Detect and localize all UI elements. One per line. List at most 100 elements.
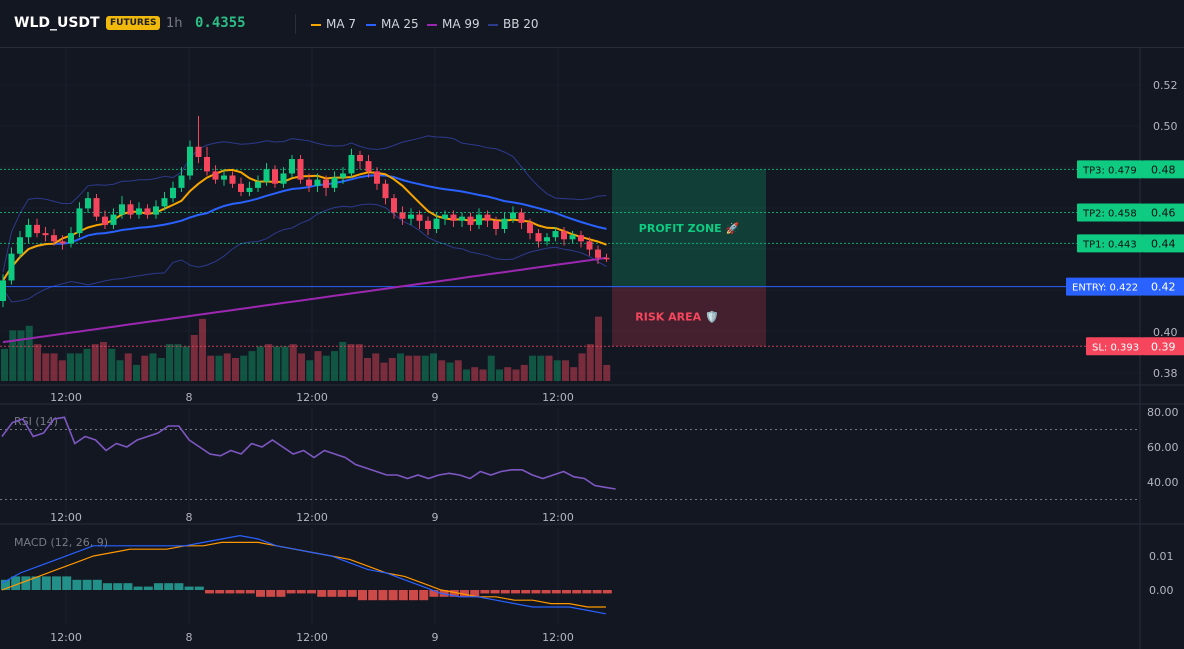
macd-histogram-bar: [531, 590, 541, 594]
time-label: 12:00: [296, 631, 328, 644]
legend-ma7[interactable]: MA 7: [311, 17, 356, 31]
candle-body: [450, 214, 457, 221]
candle-body: [306, 179, 312, 186]
macd-histogram-bar: [337, 590, 347, 597]
header-divider: [295, 14, 296, 34]
candle-body: [331, 177, 338, 188]
volume-bar: [42, 353, 50, 381]
volume-bar: [529, 355, 536, 381]
candle-body: [76, 208, 83, 234]
rsi-label: RSI (14): [14, 415, 58, 428]
candle-body: [425, 220, 431, 229]
time-label: 12:00: [296, 511, 328, 524]
candle-body: [127, 204, 134, 215]
volume-bar: [133, 364, 140, 381]
sl-axis-bg: [1143, 337, 1184, 356]
macd-histogram-bar: [133, 586, 143, 590]
volume-bar: [421, 355, 429, 381]
tp2-tag-bg: [1077, 203, 1143, 222]
macd-histogram-bar: [409, 590, 418, 601]
volume-bar: [388, 358, 396, 381]
bollinger-bands: [2, 135, 607, 303]
macd-histogram-bar: [256, 590, 265, 597]
volume-bar: [372, 353, 380, 381]
volume-bar: [265, 344, 272, 381]
candle-body: [408, 214, 414, 219]
rsi-tick-label: 60.00: [1147, 441, 1179, 454]
macd-histogram-bar: [551, 590, 561, 594]
volume-bar: [108, 348, 116, 381]
volume-bar: [331, 351, 338, 381]
time-label: 12:00: [542, 391, 574, 404]
price-axes: 0.52 0.50 0.40 0.38 12:00 8 12:00 9 12:00 12:00 8 1…: [50, 79, 1177, 644]
ma7-line: [2, 168, 607, 281]
candle-body: [357, 154, 363, 162]
macd-tick-label: 0.01: [1149, 550, 1174, 563]
macd-histogram-bar: [480, 590, 490, 594]
macd-histogram-bar: [500, 590, 510, 594]
tp2-axis-bg: [1143, 203, 1184, 222]
macd-histogram-bar: [113, 583, 123, 590]
macd-histogram-bar: [41, 576, 51, 590]
macd-tick-label: 0.00: [1149, 584, 1174, 597]
volume-bar: [223, 353, 231, 381]
macd-histogram-bar: [164, 583, 174, 590]
candle-body: [510, 212, 516, 219]
tp1-axis-value: 0.44: [1151, 237, 1176, 250]
macd-histogram-bar: [123, 583, 133, 590]
candle-body: [34, 224, 40, 234]
candle-body: [603, 257, 610, 260]
legend-ma25[interactable]: MA 25: [366, 17, 419, 31]
candle-body: [493, 220, 499, 229]
macd-histogram-bar: [235, 590, 245, 594]
time-label: 12:00: [50, 511, 82, 524]
tp1-axis-bg: [1143, 234, 1184, 253]
timeframe-label[interactable]: 1h: [166, 16, 183, 31]
bb-upper-band: [2, 135, 607, 273]
candle-body: [238, 183, 244, 192]
price-tick-label: 0.50: [1153, 120, 1178, 133]
candle-body: [382, 183, 389, 199]
volume-bar: [67, 353, 74, 381]
tp3-axis-value: 0.48: [1151, 163, 1176, 176]
volume-bar: [273, 346, 281, 381]
candle-body: [153, 206, 159, 215]
ma99-line: [2, 256, 607, 344]
candle-body: [59, 241, 66, 244]
macd-histogram-bar: [21, 576, 31, 590]
macd-histogram-bar: [225, 590, 235, 594]
legend-ma99[interactable]: MA 99: [427, 17, 480, 31]
candle-body: [527, 222, 533, 234]
macd-histogram-bar: [419, 590, 429, 601]
volume-bar: [215, 355, 223, 381]
macd-histogram-bar: [1, 579, 10, 590]
volume-bar: [240, 355, 248, 381]
candle-body: [289, 159, 295, 174]
level-lines: [0, 168, 1140, 347]
macd-histogram-bar: [347, 590, 357, 597]
legend-bb20[interactable]: BB 20: [488, 17, 539, 31]
volume-bar: [520, 364, 528, 381]
volume-bar: [504, 367, 512, 381]
volume-bar: [281, 346, 289, 381]
time-label: 9: [432, 631, 439, 644]
candle-body: [314, 179, 321, 186]
volume-bar: [586, 344, 594, 381]
volume-bar: [463, 369, 470, 381]
candle-body: [212, 171, 219, 180]
macd-histogram-bar: [154, 583, 163, 590]
volume-bar: [207, 355, 215, 381]
ma99-label: MA 99: [442, 17, 480, 31]
symbol-name[interactable]: WLD_USDT: [14, 15, 100, 31]
volume-bar: [182, 346, 190, 381]
candle-body: [297, 159, 304, 180]
volume-bar: [314, 351, 322, 381]
candle-body: [501, 218, 508, 229]
candle-body: [178, 175, 185, 188]
candle-body: [8, 253, 15, 281]
volume-bar: [166, 344, 173, 381]
candle-body: [433, 218, 440, 229]
volume-bar: [454, 360, 462, 381]
level-labels: TP3: 0.479 0.48 TP2: 0.458 0.46 TP1: 0.443 0.…: [1066, 160, 1184, 356]
